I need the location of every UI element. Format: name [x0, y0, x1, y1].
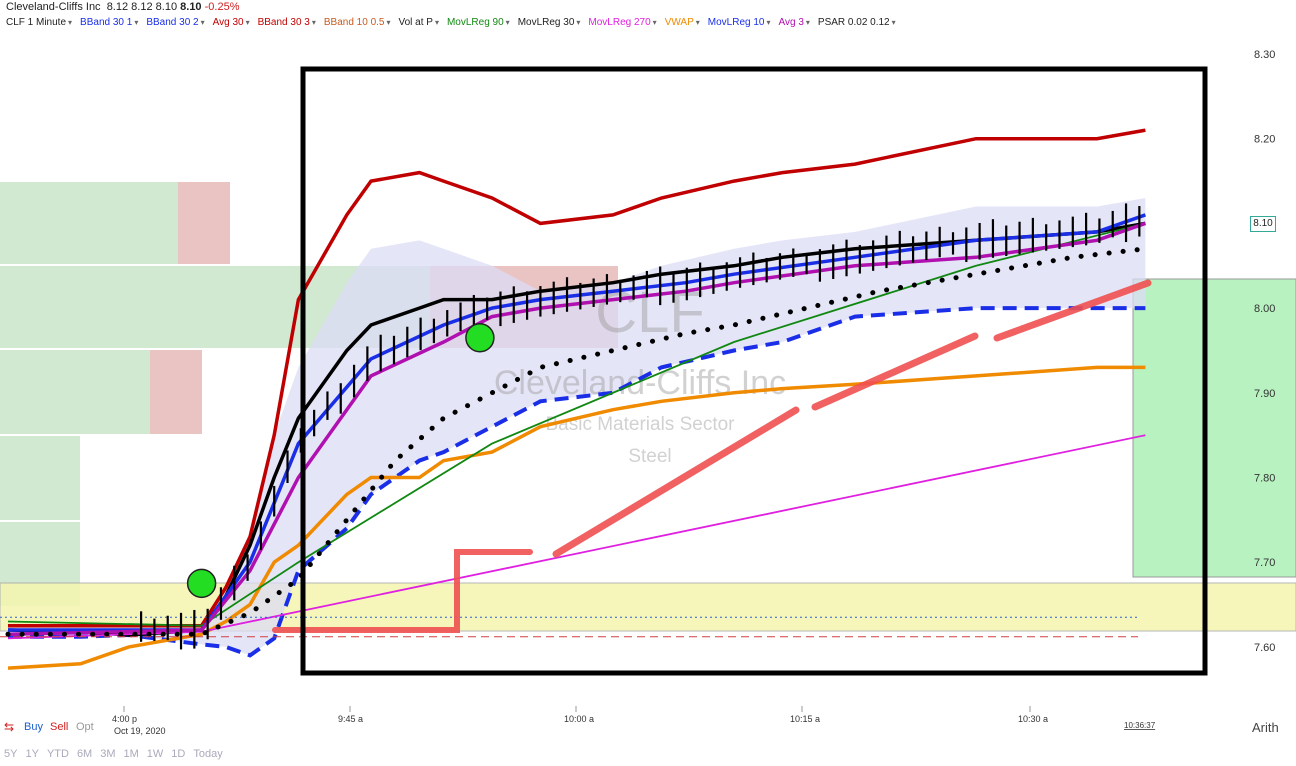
vap-bar [0, 182, 178, 264]
indicator-label[interactable]: BBand 30 2 ▾ [146, 17, 205, 28]
annotation-trend-1 [552, 406, 800, 558]
dropdown-caret-icon[interactable]: ▾ [505, 18, 510, 27]
annotation-trend-2 [811, 332, 979, 411]
bollinger-band-fill [8, 197, 1146, 656]
indicator-row: CLF 1 Minute ▾ BBand 30 1 ▾ BBand 30 2 ▾ Avg 3… [6, 17, 904, 28]
x-tick-label: 10:30 a [1018, 714, 1048, 724]
dropdown-caret-icon[interactable]: ▾ [695, 18, 700, 27]
y-tick-label: 8.30 [1254, 49, 1275, 61]
dropdown-caret-icon[interactable]: ▾ [68, 18, 73, 27]
indicator-label[interactable]: BBand 30 3 ▾ [257, 17, 316, 28]
signal-markers [186, 322, 495, 599]
vap-bar [0, 436, 80, 520]
x-tick-label: 9:45 a [338, 714, 363, 724]
range-option[interactable]: 1Y [25, 748, 39, 760]
opt-button[interactable]: Opt [76, 721, 94, 733]
dropdown-caret-icon[interactable]: ▾ [576, 18, 581, 27]
indicator-label[interactable]: VWAP ▾ [664, 17, 700, 28]
quote-row: Cleveland-Cliffs Inc 8.12 8.12 8.10 8.10… [6, 1, 239, 13]
vap-bar [178, 182, 230, 264]
dropdown-caret-icon[interactable]: ▾ [805, 18, 810, 27]
high-price: 8.12 [131, 1, 153, 13]
y-tick-label: 8.00 [1254, 303, 1275, 315]
series-line [8, 128, 1146, 628]
selection-frame [300, 66, 1208, 676]
indicator-label[interactable]: Avg 30 ▾ [212, 17, 250, 28]
range-option[interactable]: 3M [100, 748, 116, 760]
range-selector: 5Y 1Y YTD 6M 3M 1M 1W 1D Today [4, 748, 231, 760]
series-line [7, 222, 1146, 627]
company-name[interactable]: Cleveland-Cliffs Inc [6, 1, 101, 13]
y-tick-label: 8.20 [1254, 134, 1275, 146]
low-price: 8.10 [155, 1, 178, 13]
indicator-label[interactable]: MovLReg 30 ▾ [517, 17, 581, 28]
last-price-tag: 8.10 [1250, 216, 1276, 232]
x-tick-label: 4:00 p [112, 714, 137, 724]
indicator-label[interactable]: BBand 30 1 ▾ [80, 17, 139, 28]
scale-mode-button[interactable]: Arith [1252, 720, 1279, 735]
date-label: Oct 19, 2020 [114, 726, 166, 736]
range-option[interactable]: 5Y [4, 748, 18, 760]
series-line [8, 306, 1146, 658]
range-option[interactable]: Today [193, 748, 223, 760]
signal-marker-circle [186, 568, 217, 599]
trade-arrows-icon[interactable]: ⇆ [4, 720, 15, 734]
dropdown-caret-icon[interactable]: ▾ [134, 18, 139, 27]
time-label: 10:36:37 [1124, 721, 1156, 730]
y-tick-label: 7.60 [1254, 642, 1275, 654]
range-option[interactable]: 1W [146, 748, 164, 760]
dropdown-caret-icon[interactable]: ▾ [434, 18, 439, 27]
vap-bar [150, 350, 202, 434]
open-price: 8.12 [106, 1, 129, 13]
range-option[interactable]: 1M [123, 748, 139, 760]
x-tick-label: 10:15 a [790, 714, 820, 724]
price-bars [140, 203, 1141, 650]
x-axis: 4:00 p 9:45 a 10:00 a 10:15 a 10:30 a Oct 19,… [112, 706, 1156, 736]
series-line [7, 365, 1146, 670]
indicator-label[interactable]: Vol at P ▾ [398, 17, 439, 28]
indicator-label[interactable]: MovLReg 90 ▾ [446, 17, 510, 28]
watermark-sector: Basic Materials Sector [545, 414, 735, 435]
dropdown-caret-icon[interactable]: ▾ [652, 18, 657, 27]
range-option[interactable]: 6M [76, 748, 93, 760]
bottom-toolbar: ⇆ Buy Sell Opt Arith [0, 712, 1296, 766]
signal-marker-circle [465, 322, 495, 353]
change-percent: -0.25% [204, 1, 240, 13]
trend-annotations [272, 279, 1152, 633]
indicator-label[interactable]: Avg 3 ▾ [778, 17, 810, 28]
highlight-zone-green [1132, 278, 1296, 578]
y-tick-label: 7.80 [1254, 473, 1275, 485]
dropdown-caret-icon[interactable]: ▾ [891, 18, 896, 27]
range-option[interactable]: YTD [46, 748, 69, 760]
indicator-label[interactable]: BBand 10 0.5 ▾ [323, 17, 391, 28]
annotation-trend-3 [993, 279, 1152, 342]
range-option[interactable]: 1D [171, 748, 186, 760]
watermark-name: Cleveland-Cliffs Inc [494, 364, 786, 402]
annotation-step-line [272, 549, 533, 633]
indicator-label[interactable]: CLF 1 Minute ▾ [6, 17, 73, 28]
dropdown-caret-icon[interactable]: ▾ [766, 18, 771, 27]
dropdown-caret-icon[interactable]: ▾ [200, 18, 205, 27]
indicator-label[interactable]: MovLReg 270 ▾ [588, 17, 657, 28]
buy-button[interactable]: Buy [24, 721, 43, 733]
y-tick-label: 7.90 [1254, 388, 1275, 400]
sell-button[interactable]: Sell [50, 721, 69, 733]
indicator-label[interactable]: PSAR 0.02 0.12 ▾ [817, 17, 896, 28]
vap-bar [0, 350, 150, 434]
chart-header: Cleveland-Cliffs Inc 8.12 8.12 8.10 8.10… [0, 0, 1296, 34]
dropdown-caret-icon[interactable]: ▾ [245, 18, 250, 27]
series-line [5, 246, 1148, 637]
watermark-industry: Steel [628, 446, 671, 467]
dropdown-caret-icon[interactable]: ▾ [386, 18, 391, 27]
y-tick-label: 7.70 [1254, 557, 1275, 569]
x-tick-label: 10:00 a [564, 714, 594, 724]
last-price: 8.10 [180, 1, 202, 13]
indicator-label[interactable]: MovLReg 10 ▾ [707, 17, 771, 28]
dropdown-caret-icon[interactable]: ▾ [311, 18, 316, 27]
